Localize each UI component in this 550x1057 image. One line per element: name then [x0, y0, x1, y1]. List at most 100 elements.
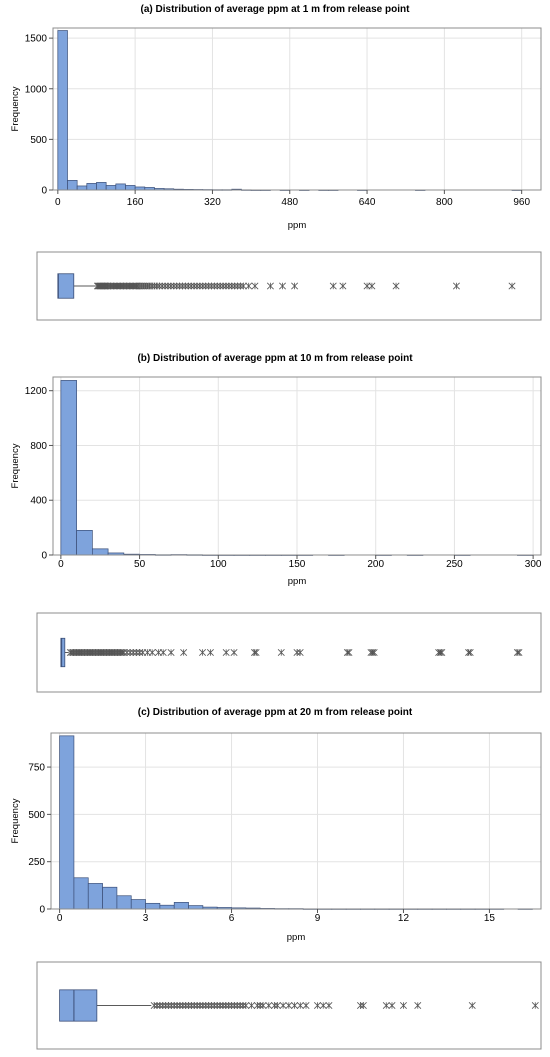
y-axis-label: Frequency: [10, 443, 21, 488]
boxplot-outlier: [216, 1002, 224, 1009]
boxplot-frame: [36, 251, 542, 321]
boxplot-outlier: [515, 649, 523, 656]
boxplot-outlier: [126, 649, 134, 656]
boxplot-outlier: [277, 649, 285, 656]
chart-panel-3: (c) Distribution of average ppm at 20 m …: [10, 707, 542, 1050]
x-tick-label: 320: [204, 197, 221, 208]
x-tick-label: 3: [143, 913, 149, 924]
boxplot-outlier: [210, 282, 218, 290]
boxplot-outlier: [438, 649, 446, 656]
boxplot-outlier: [285, 1002, 293, 1009]
x-tick-label: 480: [281, 197, 298, 208]
boxplot-outlier: [129, 649, 137, 656]
boxplot-outlier: [370, 649, 378, 656]
boxplot-outlier: [207, 282, 215, 290]
x-tick-label: 6: [229, 913, 235, 924]
boxplot-outlier: [253, 1002, 261, 1009]
histogram-bar: [76, 530, 93, 556]
boxplot-outlier: [205, 282, 213, 290]
histogram-bar: [92, 548, 109, 556]
boxplot-outlier: [319, 1002, 327, 1009]
boxplot-outlier: [159, 1002, 167, 1009]
boxplot-outlier: [245, 282, 253, 290]
boxplot-outlier: [236, 282, 244, 290]
histogram-bar: [116, 895, 132, 910]
boxplot-outlier: [190, 1002, 198, 1009]
boxplot-outlier: [345, 649, 353, 656]
boxplot-outlier: [230, 1002, 238, 1009]
y-tick-label: 0: [41, 551, 47, 562]
boxplot-outlier: [225, 1002, 233, 1009]
y-tick-label: 1000: [25, 84, 48, 95]
x-tick-label: 800: [436, 197, 453, 208]
boxplot-outlier: [399, 1002, 407, 1009]
boxplot-outlier: [187, 282, 195, 290]
boxplot-outlier: [176, 1002, 184, 1009]
histogram-bar: [67, 180, 78, 191]
x-axis-label: ppm: [288, 576, 307, 587]
boxplot-outlier: [202, 282, 210, 290]
y-tick-label: 500: [28, 810, 45, 821]
boxplot-outlier: [382, 1002, 390, 1009]
plot-frame: [52, 27, 542, 191]
histogram-bar: [76, 185, 88, 191]
y-tick-label: 1200: [25, 386, 48, 397]
x-tick-label: 250: [446, 559, 463, 570]
boxplot-outlier: [148, 649, 156, 656]
x-tick-label: 0: [58, 559, 64, 570]
boxplot-outlier: [170, 1002, 178, 1009]
y-axis-label: Frequency: [10, 86, 21, 131]
boxplot-outlier: [133, 282, 141, 290]
chart-title: (a) Distribution of average ppm at 1 m f…: [141, 4, 411, 15]
chart-panel-1: (a) Distribution of average ppm at 1 m f…: [10, 4, 542, 321]
y-tick-label: 0: [41, 186, 47, 197]
boxplot-outlier: [279, 282, 286, 290]
boxplot-outlier: [199, 649, 207, 656]
boxplot-outlier: [193, 282, 201, 290]
histogram-bar: [159, 904, 175, 910]
boxplot-outlier: [170, 282, 178, 290]
boxplot-outlier: [150, 1002, 158, 1009]
boxplot-outlier: [161, 282, 169, 290]
boxplot-outlier: [199, 282, 207, 290]
boxplot-outlier: [164, 282, 172, 290]
boxplot-outlier: [167, 649, 175, 656]
boxplot-outlier: [296, 1002, 304, 1009]
histogram-bar: [96, 182, 107, 191]
boxplot-outlier: [356, 1002, 364, 1009]
boxplot-outlier: [233, 1002, 241, 1009]
x-tick-label: 100: [210, 559, 227, 570]
x-tick-label: 160: [127, 197, 144, 208]
histogram-bar: [57, 30, 68, 191]
boxplot-outlier: [279, 1002, 287, 1009]
boxplot-outlier: [392, 282, 400, 290]
histogram-bar: [59, 735, 75, 910]
boxplot-outlier: [180, 649, 188, 656]
boxplot-outlier: [222, 282, 230, 290]
histogram-bar: [86, 183, 97, 191]
boxplot-outlier: [230, 649, 238, 656]
boxplot-outlier: [190, 282, 198, 290]
boxplot-outlier: [185, 1002, 193, 1009]
boxplot-outlier: [167, 282, 175, 290]
histogram-bar: [102, 886, 118, 910]
boxplot-outlier: [388, 1002, 396, 1009]
boxplot-box: [57, 273, 75, 299]
histogram-bar: [105, 185, 117, 191]
x-tick-label: 50: [134, 559, 146, 570]
boxplot-outlier: [531, 1002, 539, 1009]
boxplot-outlier: [452, 282, 460, 290]
boxplot-outlier: [242, 1002, 250, 1009]
boxplot-outlier: [165, 1002, 172, 1009]
x-tick-label: 0: [57, 913, 63, 924]
boxplot-outlier: [207, 1002, 215, 1009]
boxplot-outlier: [120, 649, 128, 656]
plot-frame: [50, 732, 542, 910]
boxplot-outlier: [508, 282, 516, 290]
boxplot-outlier: [158, 282, 166, 290]
histogram-bar: [115, 183, 126, 191]
x-axis-label: ppm: [287, 932, 306, 943]
boxplot-outlier: [199, 1002, 207, 1009]
boxplot-outlier: [248, 1002, 256, 1009]
